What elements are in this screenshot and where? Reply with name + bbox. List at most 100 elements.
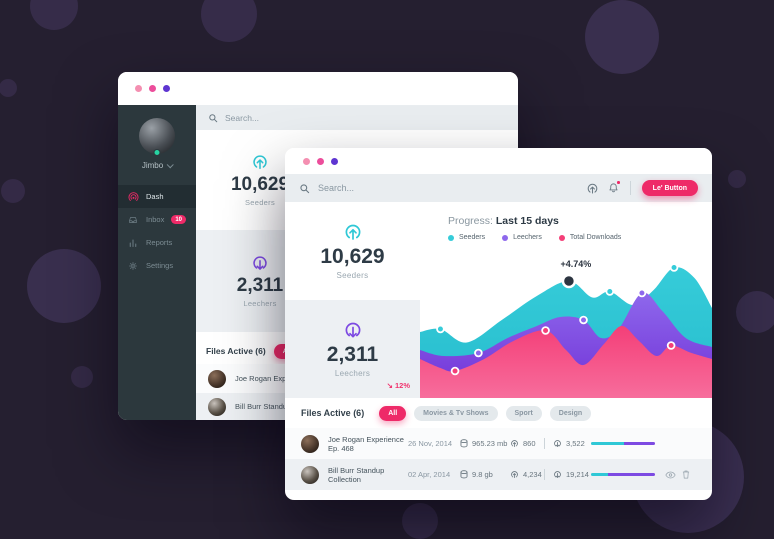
storage-icon [460,439,468,448]
bell-icon[interactable] [608,180,621,194]
table-row[interactable]: Bill Burr Standup Collection 02 Apr, 201… [285,459,712,490]
cloud-download-icon [343,320,363,340]
cloud-upload-icon [251,153,269,171]
avatar [301,465,319,484]
file-table: Joe Rogan Experience Ep. 468 26 Nov, 201… [285,428,712,490]
upload-count: 4,234 [523,470,542,479]
progress-purple-segment [624,442,655,445]
progress-purple-segment [607,473,655,476]
decor-circle [71,366,93,388]
cloud-download-icon [251,254,269,272]
sidebar: Jimbo Dash Inbox 10 [118,105,196,420]
stat-label: Seeders [336,271,369,280]
cloud-upload-icon[interactable] [586,182,599,195]
filter-all-button[interactable]: All [379,405,407,421]
progress-teal-segment [591,442,625,445]
download-count-icon [553,470,562,479]
file-title: Bill Burr Standup Collection [235,402,327,411]
file-title: Joe Rogan Experience Ep. 468 [328,434,404,453]
stat-seeders: 10,629 Seeders [196,130,324,230]
download-count: 3,522 [566,439,585,448]
legend-item: Leechers [502,234,542,241]
notification-dot [616,180,621,185]
chart-legend: Seeders Leechers Total Downloads [448,234,712,241]
chevron-down-icon [166,161,174,169]
sidebar-item-label: Inbox [146,215,165,224]
svg-text:+4.74%: +4.74% [561,259,592,269]
files-active-title: Files Active (6) [206,346,266,356]
decor-circle [585,0,659,74]
window-control-dot[interactable] [149,85,156,92]
window-control-dot[interactable] [135,85,142,92]
file-date: 26 Nov, 2014 [408,439,453,448]
reports-icon [128,238,139,248]
progress-bar [591,442,655,445]
download-count-icon [553,439,562,448]
legend-dot [558,234,565,241]
legend-item: Total Downloads [558,234,621,241]
stat-value: 10,629 [320,245,385,268]
progress-chart: Progress: Last 15 days Seeders Leechers … [420,202,712,398]
table-row[interactable]: Joe Rogan Experience Ep. 468 26 Nov, 201… [285,428,712,459]
user-avatar[interactable] [139,118,175,156]
stat-label: Leechers [243,299,277,308]
chart-title: Progress: Last 15 days [448,215,559,227]
sidebar-item-label: Reports [146,238,173,247]
divider [544,438,545,449]
divider [544,469,545,480]
upload-count-icon [510,439,519,448]
avatar [208,369,226,388]
eye-icon[interactable] [665,471,676,479]
files-active-bar: Files Active (6) All Movies & Tv Shows S… [285,398,712,428]
primary-action-button[interactable]: Le' Button [641,180,698,196]
window-header [118,72,518,105]
divider [629,181,631,195]
dashboard-icon [128,191,139,202]
sidebar-item-label: Settings [146,261,174,270]
stat-value: 2,311 [236,275,284,296]
search-input[interactable] [318,183,428,193]
filter-design-button[interactable]: Design [549,405,592,421]
user-name: Jimbo [141,161,164,170]
filter-sport-button[interactable]: Sport [505,405,542,421]
inbox-badge: 10 [171,215,186,224]
window-control-dot[interactable] [163,85,170,92]
upload-count: 860 [523,439,536,448]
cloud-upload-icon [343,222,363,242]
window-control-dot[interactable] [303,157,310,165]
sidebar-item-reports[interactable]: Reports [118,231,196,254]
window-control-dot[interactable] [331,157,338,165]
progress-bar [591,473,655,476]
sidebar-item-label: Dash [146,192,164,201]
files-active-title: Files Active (6) [301,408,365,418]
legend-dot [448,234,454,241]
trash-icon[interactable] [682,470,690,479]
inbox-icon [128,215,139,225]
user-menu[interactable]: Jimbo [141,161,174,170]
stats-column: 10,629 Seeders 2,311 Leechers ↘ 12% [285,202,420,398]
download-count: 19,214 [566,470,589,479]
search-input[interactable] [225,112,325,123]
decor-circle [0,79,17,97]
sidebar-item-dash[interactable]: Dash [118,185,196,208]
search-icon [299,183,310,194]
stat-value: 2,311 [326,343,379,366]
avatar [301,434,319,453]
avatar [208,397,226,416]
search-bar: Le' Button [285,174,712,202]
sidebar-item-inbox[interactable]: Inbox 10 [118,208,196,231]
legend-item: Seeders [448,234,485,241]
decor-circle [736,291,774,333]
filter-movies-button[interactable]: Movies & Tv Shows [414,405,498,421]
trend-badge: ↘ 12% [386,381,410,390]
sidebar-item-settings[interactable]: Settings [118,254,196,277]
sidebar-menu: Dash Inbox 10 Reports [118,185,196,277]
settings-icon [128,261,139,271]
dashboard-content: 10,629 Seeders 2,311 Leechers ↘ 12% Prog… [285,202,712,398]
file-size: 9.8 gb [472,470,493,479]
window-control-dot[interactable] [317,157,324,165]
decor-circle [728,170,746,188]
upload-count-icon [510,470,519,479]
area-chart: +4.74% [420,259,712,398]
